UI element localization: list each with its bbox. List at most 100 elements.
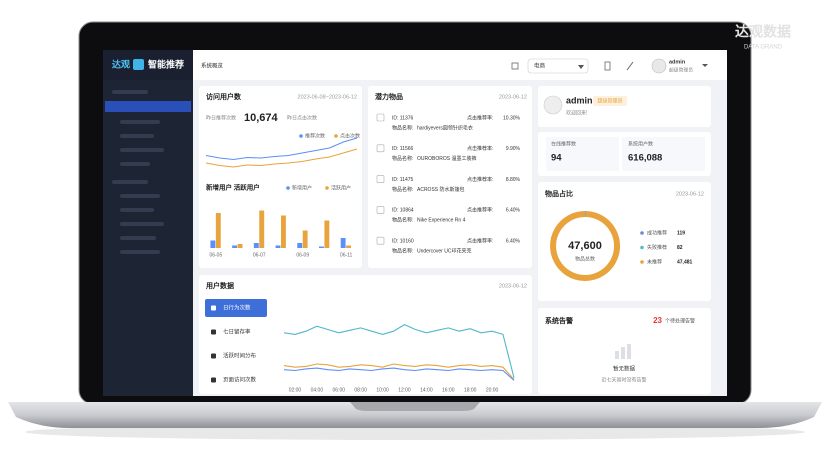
select-caret xyxy=(578,65,584,69)
legend-dot xyxy=(640,245,644,250)
menu-item xyxy=(112,90,148,94)
menu-item[interactable] xyxy=(120,134,154,138)
menu-item[interactable]: 七日留存率 xyxy=(223,327,251,335)
stat-label: 在线推荐数 xyxy=(551,140,576,147)
line-series xyxy=(205,148,358,168)
item-name: ACROSS 防水斯篷包 xyxy=(417,186,465,193)
brand-sub: DATA GRAND xyxy=(744,45,783,51)
line-series xyxy=(283,323,515,379)
card-date: 2023-06-12 xyxy=(499,283,527,289)
notch xyxy=(350,402,480,411)
x-tick-label: 08:00 xyxy=(354,387,367,393)
menu-active-bg[interactable] xyxy=(205,299,267,317)
item-name: Undercover UC印花夹克 xyxy=(417,248,471,255)
menu-item[interactable]: 日行为次数 xyxy=(223,303,251,311)
item-rate-label: 点击推荐率: xyxy=(467,145,493,152)
legend-label: 新增用户 xyxy=(292,184,312,191)
item-id: ID: 11475 xyxy=(392,177,414,183)
profile-role: 超级管理员 xyxy=(597,97,622,104)
line-series xyxy=(283,363,515,380)
card-items xyxy=(368,86,532,268)
legend-dot xyxy=(286,186,290,190)
legend-dot xyxy=(325,186,329,190)
legend-label: 失败推荐 xyxy=(647,244,667,251)
menu-item[interactable] xyxy=(120,162,150,166)
icon-grid[interactable] xyxy=(511,62,519,70)
line-series xyxy=(205,137,358,161)
legend-dot xyxy=(299,134,303,138)
laptop-base xyxy=(8,402,822,428)
legend-label: 未推荐 xyxy=(647,258,662,265)
icon-doc[interactable] xyxy=(604,61,611,71)
menu-item[interactable]: 活跃时间分布 xyxy=(223,351,257,359)
x-tick-label: 04:00 xyxy=(311,387,324,393)
stat-value: 616,088 xyxy=(628,153,662,164)
sidebar-menu xyxy=(105,90,191,254)
x-tick-label: 06-07 xyxy=(253,252,266,258)
icon-bar xyxy=(627,344,631,359)
profile-welcome: 欢迎回来! xyxy=(566,109,587,116)
card-share xyxy=(538,182,711,301)
card-title: 访问用户数 xyxy=(206,92,242,101)
menu-icon xyxy=(211,377,216,383)
menu-item[interactable] xyxy=(120,120,160,124)
donut-total: 47,600 xyxy=(568,240,602,252)
user-avatar[interactable] xyxy=(651,58,667,74)
user-name[interactable]: admin xyxy=(669,59,686,65)
menu-item[interactable] xyxy=(120,236,156,240)
icon-edit[interactable] xyxy=(626,61,634,71)
bar xyxy=(281,215,286,248)
select-box[interactable] xyxy=(527,58,589,74)
menu-item[interactable] xyxy=(120,222,164,226)
item-rate-label: 点击推荐率: xyxy=(467,114,493,121)
card-title: 新增用户 活跃用户 xyxy=(206,183,260,192)
bar xyxy=(324,220,330,248)
menu-icon xyxy=(211,305,216,311)
item-name-label: 物品名称: xyxy=(392,155,413,162)
menu-icon xyxy=(211,329,216,335)
card-date: 2023-06-08~2023-06-12 xyxy=(298,94,357,100)
legend-dot xyxy=(334,134,338,138)
menu-item[interactable] xyxy=(120,194,160,198)
user-role: 超级管理员 xyxy=(669,66,693,73)
menu-item[interactable]: 页面访问次数 xyxy=(223,375,257,383)
empty-note: 近七天暂时没有告警 xyxy=(601,376,646,383)
bar xyxy=(215,213,221,248)
empty-icon xyxy=(615,344,631,359)
role-badge xyxy=(593,96,627,106)
menu-item[interactable] xyxy=(120,250,160,254)
line-series xyxy=(283,367,515,381)
user-caret[interactable] xyxy=(702,64,708,67)
legend-value: 119 xyxy=(677,230,685,236)
x-tick-label: 06:00 xyxy=(333,387,346,393)
bar xyxy=(346,245,352,248)
x-tick-label: 12:00 xyxy=(398,387,411,393)
item-icon xyxy=(376,175,385,183)
menu-item-active[interactable] xyxy=(105,101,191,112)
card-title: 物品占比 xyxy=(545,189,573,198)
topbar xyxy=(193,50,727,80)
select-value[interactable]: 电商 xyxy=(534,61,546,69)
bar xyxy=(259,210,265,248)
card-title: 用户数据 xyxy=(206,281,234,290)
icon-bar xyxy=(621,347,625,359)
page-title: 系统概览 xyxy=(201,61,224,69)
bar xyxy=(297,243,303,248)
x-tick-label: 18:00 xyxy=(464,387,477,393)
item-id: ID: 10160 xyxy=(392,239,414,245)
legend-label: 活跃用户 xyxy=(331,184,351,191)
item-rate: 6.40% xyxy=(506,208,521,214)
menu-item xyxy=(112,180,148,184)
brand-name: 达观数据 xyxy=(735,24,791,40)
metric-value: 10,674 xyxy=(244,112,279,124)
cards xyxy=(199,86,711,394)
stat-value: 94 xyxy=(551,153,562,164)
profile-name: admin xyxy=(566,95,593,105)
legend-label: 点击次数 xyxy=(340,132,360,139)
menu-item[interactable] xyxy=(120,208,154,212)
legend-value: 82 xyxy=(677,245,683,251)
menu-item[interactable] xyxy=(120,148,164,152)
x-tick-label: 14:00 xyxy=(420,387,433,393)
x-tick-label: 06-05 xyxy=(209,252,222,258)
